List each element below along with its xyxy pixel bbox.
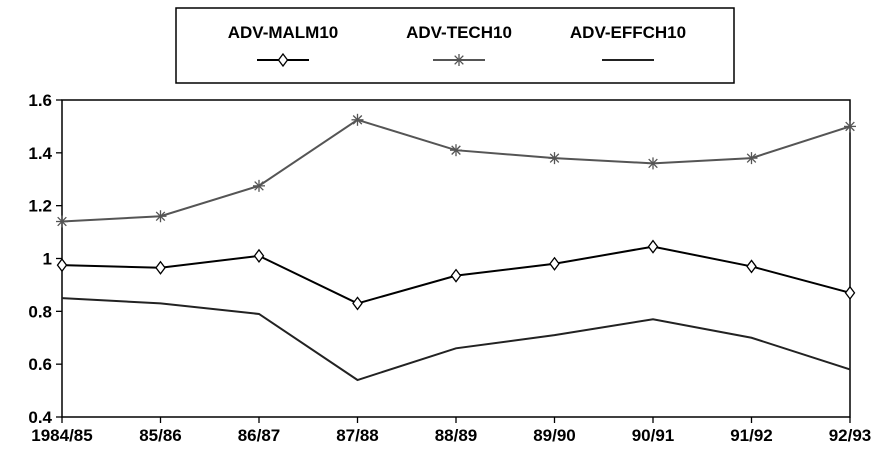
- legend: ADV-MALM10 ADV-TECH10 ADV-EFFCH10: [175, 7, 735, 84]
- series-line: [61, 297, 851, 382]
- data-point: [351, 113, 364, 126]
- data-point: [253, 179, 265, 192]
- legend-marker: [453, 54, 465, 66]
- y-tick-label: 1.4: [28, 144, 52, 163]
- data-point: [155, 260, 166, 275]
- data-point: [647, 239, 659, 254]
- data-point: [352, 296, 363, 311]
- data-point: [746, 259, 757, 274]
- y-axis: 0.4 0.6 0.8 1 1.2 1.4 1.6: [28, 91, 62, 427]
- data-point: [56, 258, 68, 273]
- x-tick-label: 92/93: [829, 426, 872, 445]
- data-point: [844, 285, 856, 300]
- y-tick-label: 1.2: [28, 197, 52, 216]
- x-tick-label: 85/86: [139, 426, 182, 445]
- legend-label: ADV-EFFCH10: [570, 23, 686, 42]
- legend-box: [175, 7, 735, 84]
- legend-label: ADV-MALM10: [228, 23, 339, 42]
- y-tick-label: 0.6: [28, 355, 52, 374]
- data-point: [450, 268, 462, 283]
- data-point: [745, 152, 758, 165]
- data-point: [844, 120, 856, 133]
- y-tick-label: 0.4: [28, 408, 52, 427]
- data-point: [548, 152, 561, 165]
- data-point: [549, 256, 560, 271]
- x-tick-label: 89/90: [533, 426, 576, 445]
- y-tick-label: 1: [43, 250, 52, 269]
- y-tick-label: 1.6: [28, 91, 52, 110]
- x-tick-label: 1984/85: [31, 426, 92, 445]
- x-axis: 1984/85 85/86 86/87 87/88 88/89 89/90 90/91 91/…: [31, 417, 871, 445]
- data-point: [647, 157, 659, 170]
- x-tick-label: 90/91: [632, 426, 675, 445]
- x-tick-label: 87/88: [336, 426, 379, 445]
- x-tick-label: 88/89: [435, 426, 478, 445]
- legend-label: ADV-TECH10: [406, 23, 512, 42]
- data-point: [253, 248, 265, 263]
- x-tick-label: 91/92: [730, 426, 773, 445]
- series-layer: [56, 113, 856, 382]
- y-tick-label: 0.8: [28, 302, 52, 321]
- data-point: [154, 210, 167, 223]
- series-line: [61, 118, 851, 223]
- x-tick-label: 86/87: [238, 426, 281, 445]
- data-point: [56, 215, 68, 228]
- data-point: [450, 144, 462, 157]
- legend-marker: [277, 52, 289, 68]
